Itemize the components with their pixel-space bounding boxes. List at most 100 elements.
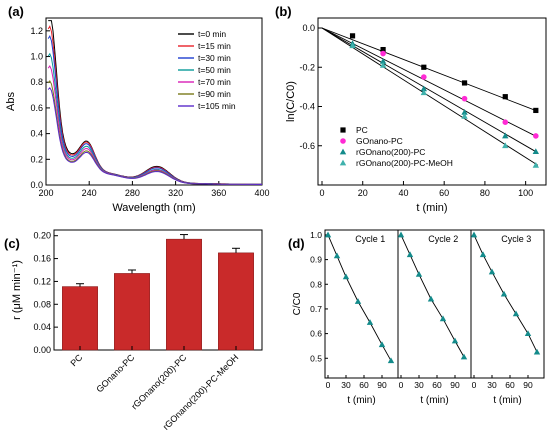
y-tick-label: -0.6	[299, 141, 315, 151]
y-tick-label: 0.6	[310, 329, 322, 339]
x-tick-label-1: GOnano-PC	[94, 352, 136, 394]
x-axis-label-0: t (min)	[347, 395, 375, 406]
y-tick-label: 0.16	[33, 254, 51, 264]
panel-label-c: (c)	[4, 236, 20, 251]
x-tick-label: 200	[38, 188, 53, 198]
x-tick-label: 90	[523, 380, 533, 390]
data-point-1-0	[397, 231, 405, 238]
y-axis-label: r (μM min⁻¹)	[11, 260, 23, 320]
x-tick-label: 400	[254, 188, 269, 198]
data-point-1-2	[415, 271, 423, 277]
y-tick-label: 0.4	[30, 129, 43, 139]
subpanel-label-0: Cycle 1	[355, 234, 385, 244]
legend-marker-1	[340, 138, 346, 144]
data-point-3-3	[461, 112, 468, 119]
data-point-1-3	[502, 119, 509, 125]
y-tick-label: -0.2	[299, 62, 315, 72]
data-point-1-3	[427, 295, 435, 302]
x-tick-label: 90	[450, 380, 460, 390]
y-tick-label: -0.4	[299, 102, 315, 112]
x-axis-label-2: t (min)	[493, 395, 521, 406]
y-tick-label: 1.0	[30, 52, 43, 62]
legend-label-4: t=70 min	[198, 77, 231, 87]
data-point-1-1	[421, 74, 427, 80]
subpanel-label-1: Cycle 2	[428, 234, 458, 244]
x-tick-label: 30	[414, 380, 424, 390]
data-point-0-5	[533, 107, 539, 114]
subpanel-frame-2	[470, 229, 545, 379]
data-point-2-2	[420, 85, 428, 92]
y-tick-label: 0.8	[30, 77, 43, 87]
x-tick-label: 0	[472, 380, 477, 390]
data-point-0-1	[333, 252, 341, 259]
y-tick-label: 0.0	[30, 180, 43, 190]
data-point-2-5	[532, 148, 540, 155]
fit-line-1	[321, 27, 539, 138]
y-tick-label: 0.2	[30, 154, 43, 164]
data-point-1-1	[406, 251, 414, 258]
data-point-2-1	[479, 251, 487, 258]
x-tick-label: 80	[480, 188, 490, 198]
subpanel-label-2: Cycle 3	[501, 234, 531, 244]
y-tick-label: 0.12	[33, 276, 51, 286]
x-tick-label: 60	[359, 380, 369, 390]
data-point-2-2	[488, 268, 496, 275]
legend-label-6: t=105 min	[198, 101, 236, 111]
x-axis-label: Wavelength (nm)	[112, 202, 195, 214]
data-point-2-1	[379, 57, 387, 64]
x-tick-label: 0	[326, 380, 331, 390]
data-point-1-4	[439, 315, 447, 322]
plot-frame	[45, 17, 263, 186]
y-tick-label: 0.04	[33, 322, 51, 332]
x-tick-label: 90	[377, 380, 387, 390]
data-point-3-5	[532, 161, 540, 168]
y-axis-label: Abs	[5, 92, 17, 111]
panel-label-b: (b)	[275, 4, 292, 19]
x-tick-label: 30	[341, 380, 351, 390]
legend-label-2: rGOnano(200)-PC	[356, 147, 425, 157]
data-point-2-4	[512, 310, 520, 317]
data-point-3-1	[379, 61, 387, 68]
x-tick-label: 100	[518, 188, 533, 198]
data-point-3-4	[502, 142, 509, 149]
y-tick-label: 0.0	[302, 23, 315, 33]
bar-3	[218, 252, 254, 351]
data-point-0-5	[378, 341, 386, 348]
chart-a-uv-spectra: 200 240 280 320 360 400 0.0 0.2 0.4 0.6 0.8 1.0 1.2 W…	[5, 17, 270, 214]
x-axis-label: t (min)	[416, 202, 447, 214]
x-tick-label: 30	[487, 380, 497, 390]
fit-line-0	[321, 27, 539, 112]
data-point-0-4	[502, 94, 508, 100]
legend-label-1: GOnano-PC	[356, 136, 403, 146]
x-tick-label: 320	[168, 188, 183, 198]
subpanel-frame-0	[324, 229, 399, 379]
x-tick-label: 0	[399, 380, 404, 390]
data-point-0-1	[380, 46, 386, 53]
panel-label-a: (a)	[8, 4, 24, 19]
data-point-1-5	[451, 337, 459, 344]
data-point-0-6	[387, 357, 395, 364]
y-tick-label: 0.7	[310, 304, 322, 314]
y-tick-label: 0.08	[33, 299, 51, 309]
x-tick-label: 0	[319, 188, 324, 198]
bar-2	[166, 238, 202, 351]
x-tick-label-2: rGOnano(200)-PC	[129, 352, 188, 411]
spectrum-line-6	[47, 86, 262, 185]
bar-1	[114, 273, 150, 351]
legend-label-0: PC	[356, 125, 368, 135]
legend-marker-0	[340, 127, 346, 133]
data-point-0-0	[324, 231, 332, 238]
x-tick-label-0: PC	[68, 352, 84, 368]
legend-marker-2	[339, 148, 347, 155]
legend-label-2: t=30 min	[198, 53, 231, 63]
y-axis-label: ln(C/C0)	[285, 81, 297, 122]
fit-line-3	[321, 27, 539, 166]
data-point-0-2	[342, 273, 350, 280]
data-point-1-2	[461, 95, 468, 102]
legend-label-3: rGOnano(200)-PC-MeOH	[356, 158, 453, 168]
panel-label-d: (d)	[288, 236, 305, 251]
data-point-2-3	[500, 290, 508, 297]
legend-label-1: t=15 min	[198, 41, 231, 51]
plot-frame	[53, 229, 263, 351]
x-tick-label: 40	[398, 188, 408, 198]
